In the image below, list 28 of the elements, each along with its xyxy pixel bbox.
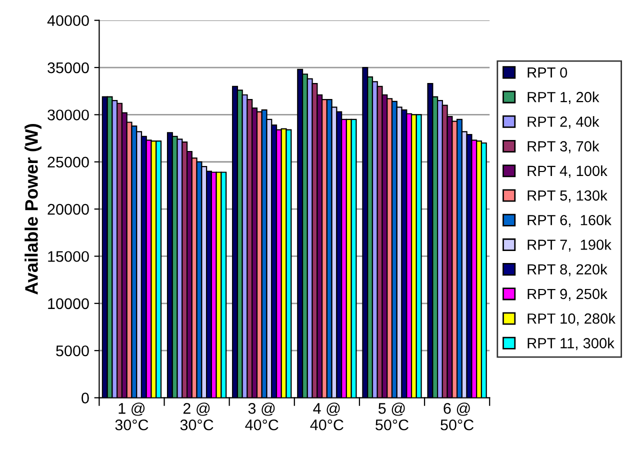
y-tick-label: 40000 [47,15,89,26]
legend-label: RPT 6, 160k [528,214,612,228]
y-tick-label: 30000 [48,110,89,120]
legend-label: RPT 5, 130k [528,190,608,202]
y-tick-label: 0 [82,392,89,404]
legend-label: RPT 2, 40k [528,116,600,129]
legend-label: RPT 4, 100k [528,165,608,178]
legend-label: RPT 8, 220k [528,264,608,276]
y-tick-label: 20000 [48,204,89,215]
legend-label: RPT 11, 300k [528,338,614,350]
legend-label: RPT 0 [528,67,568,78]
legend-label: RPT 7, 190k [528,239,612,252]
x-tick-label: 4 @ 40°C [310,402,344,430]
y-tick-label: 25000 [48,156,89,168]
legend-label: RPT 1, 20k [528,92,600,104]
x-tick-label: 1 @ 30°C [115,402,148,430]
y-tick-label: 5000 [56,345,89,356]
y-tick-label: 10000 [48,298,89,310]
x-tick-label: 2 @ 30°C [180,402,214,430]
legend-label: RPT 9, 250k [528,288,608,301]
y-axis-title: Available Power (W) [24,124,42,295]
x-tick-label: 6 @ 50°C [440,402,474,430]
x-tick-label: 5 @ 50°C [376,402,408,430]
legend-label: RPT 10, 280k [528,313,616,326]
legend-label: RPT 3, 70k [528,140,600,154]
x-tick-label: 3 @ 40°C [245,402,278,430]
y-tick-label: 35000 [48,62,89,74]
y-tick-label: 15000 [48,251,89,262]
